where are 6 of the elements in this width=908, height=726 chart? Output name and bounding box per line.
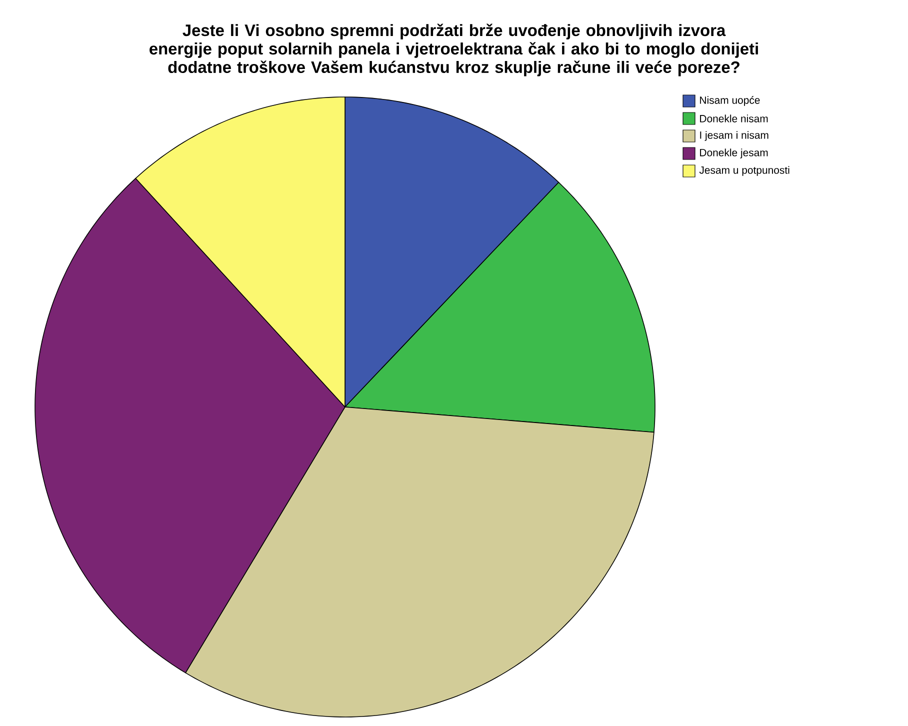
legend-label: Donekle nisam bbox=[700, 114, 768, 122]
legend-label: Donekle jesam bbox=[700, 148, 768, 158]
legend-label: I jesam i nisam bbox=[700, 131, 768, 141]
legend-label: Jesam u potpunosti bbox=[699, 166, 790, 176]
legend-label: Nisam uopće bbox=[700, 96, 760, 106]
chart-title: Jeste li Vi osobno spremni podržati brže uvođenje obnovljivih izvora energije poput solarnih panela i vjetroelektrana čak i ako bi to moglo donijeti dodatne troškove Vašem kućanstvu kroz skuplje račune ili veće poreze? bbox=[150, 24, 758, 76]
